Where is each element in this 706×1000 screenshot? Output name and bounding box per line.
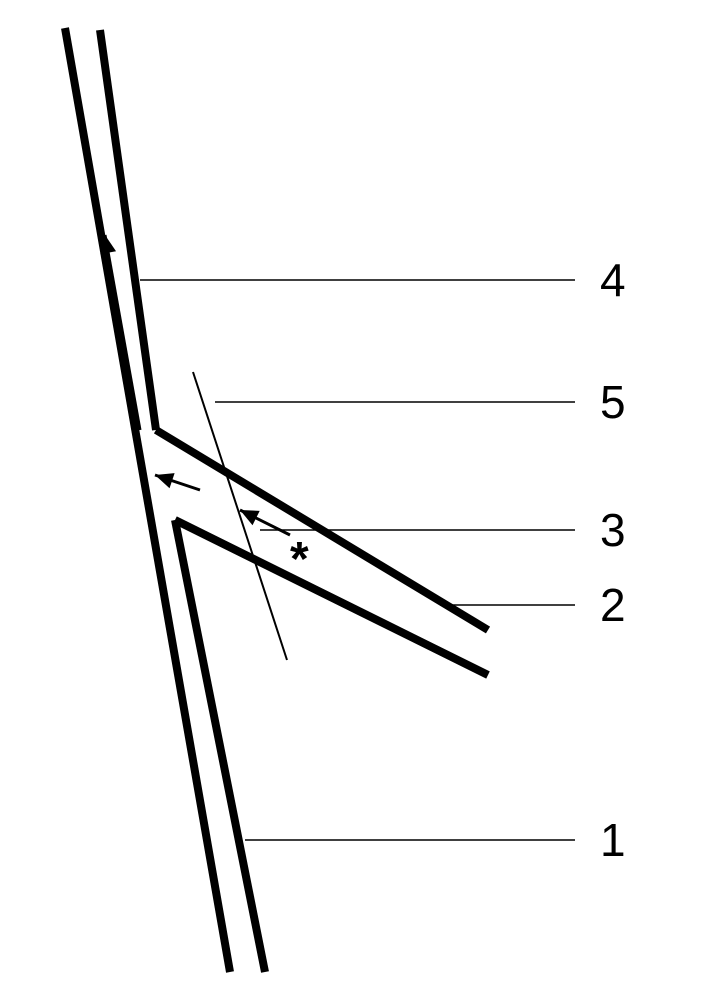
svg-text:*: * [290, 533, 309, 586]
technical-diagram: * 4 5 3 2 1 [0, 0, 706, 1000]
svg-text:3: 3 [600, 504, 626, 556]
svg-text:4: 4 [600, 254, 626, 306]
svg-text:5: 5 [600, 376, 626, 428]
svg-text:1: 1 [600, 814, 626, 866]
svg-text:2: 2 [600, 579, 626, 631]
